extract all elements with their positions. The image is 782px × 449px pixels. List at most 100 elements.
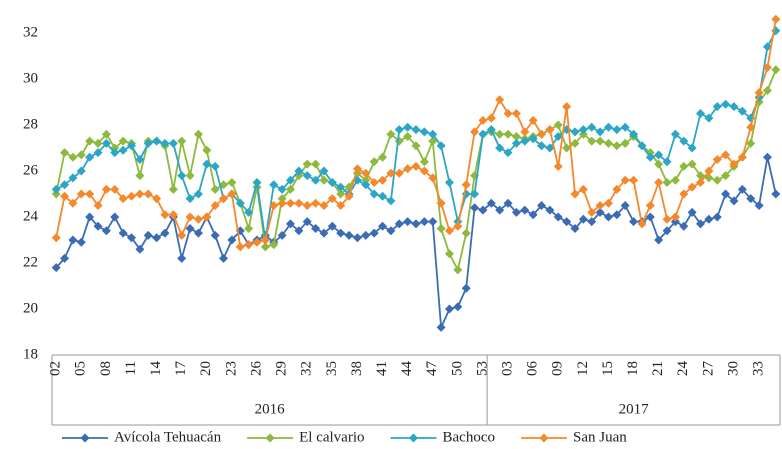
data-point bbox=[143, 230, 153, 240]
legend-label: Bachoco bbox=[443, 429, 495, 445]
legend-label: El calvario bbox=[299, 429, 364, 445]
data-point bbox=[193, 189, 203, 199]
data-point bbox=[285, 219, 295, 229]
data-point bbox=[679, 189, 689, 199]
data-point bbox=[319, 175, 329, 185]
data-point bbox=[101, 129, 111, 139]
data-point bbox=[177, 136, 187, 146]
data-point bbox=[244, 224, 254, 233]
data-point bbox=[603, 122, 613, 132]
legend-label: San Juan bbox=[573, 429, 627, 445]
data-point bbox=[470, 203, 480, 213]
data-point bbox=[336, 228, 346, 238]
data-point bbox=[101, 138, 111, 148]
x-tick-label: 30 bbox=[725, 361, 741, 376]
data-point bbox=[319, 201, 329, 210]
data-point bbox=[68, 152, 78, 162]
data-point bbox=[143, 189, 153, 199]
data-point bbox=[227, 235, 237, 245]
data-point bbox=[152, 233, 162, 243]
data-point bbox=[403, 122, 413, 132]
data-point bbox=[193, 228, 203, 238]
data-point bbox=[545, 205, 555, 215]
data-point bbox=[470, 189, 480, 199]
data-point bbox=[428, 129, 438, 139]
data-point bbox=[68, 235, 78, 245]
x-tick-label: 23 bbox=[223, 361, 239, 376]
data-point bbox=[696, 109, 706, 118]
data-point bbox=[670, 217, 680, 227]
data-point bbox=[93, 201, 103, 210]
data-point bbox=[587, 122, 597, 132]
x-tick-label: 03 bbox=[499, 361, 515, 376]
data-point bbox=[352, 233, 362, 243]
data-point bbox=[126, 233, 136, 243]
data-point bbox=[60, 180, 70, 190]
data-point bbox=[746, 122, 756, 132]
data-point bbox=[453, 221, 463, 231]
x-tick-label: 12 bbox=[575, 361, 591, 376]
data-point bbox=[126, 191, 136, 201]
data-point bbox=[654, 178, 664, 187]
data-point bbox=[729, 196, 739, 206]
data-point bbox=[712, 155, 722, 164]
data-point bbox=[436, 224, 446, 233]
x-tick-label: 02 bbox=[48, 361, 64, 376]
data-point bbox=[453, 265, 463, 275]
data-point bbox=[93, 221, 103, 231]
data-point bbox=[444, 178, 454, 187]
data-point bbox=[85, 152, 95, 162]
data-point bbox=[486, 125, 496, 135]
data-point bbox=[235, 198, 245, 208]
data-point bbox=[587, 207, 597, 217]
data-point bbox=[461, 228, 471, 238]
data-point bbox=[662, 157, 672, 167]
data-point bbox=[528, 210, 538, 220]
data-point bbox=[302, 217, 312, 227]
data-point bbox=[687, 143, 697, 153]
data-point bbox=[520, 127, 530, 137]
data-point bbox=[612, 184, 622, 194]
data-point bbox=[762, 152, 772, 162]
data-point bbox=[645, 201, 655, 210]
data-point bbox=[210, 230, 220, 240]
data-point bbox=[210, 184, 220, 194]
data-point bbox=[361, 168, 371, 178]
data-point bbox=[595, 201, 605, 210]
data-point bbox=[210, 161, 220, 171]
data-point bbox=[344, 230, 354, 240]
data-point bbox=[721, 189, 731, 199]
data-point bbox=[419, 157, 429, 167]
data-point bbox=[386, 196, 396, 206]
data-point bbox=[202, 159, 212, 169]
data-point bbox=[269, 180, 279, 190]
data-point bbox=[118, 136, 128, 146]
data-point bbox=[110, 184, 120, 194]
data-point bbox=[511, 207, 521, 217]
data-point bbox=[428, 173, 438, 183]
x-tick-label: 06 bbox=[525, 361, 541, 377]
data-point bbox=[704, 173, 714, 183]
data-point bbox=[679, 221, 689, 231]
data-point bbox=[746, 194, 756, 204]
data-point bbox=[737, 106, 747, 116]
x-tick-label: 35 bbox=[324, 361, 340, 376]
data-point bbox=[411, 161, 421, 171]
data-point bbox=[737, 184, 747, 194]
legend-marker bbox=[409, 433, 418, 443]
data-point bbox=[294, 198, 304, 208]
data-point bbox=[110, 148, 120, 158]
data-point bbox=[277, 184, 287, 194]
data-point bbox=[160, 210, 170, 220]
data-point bbox=[495, 205, 505, 215]
data-point bbox=[135, 189, 145, 199]
data-point bbox=[721, 99, 731, 109]
data-point bbox=[486, 198, 496, 208]
data-point bbox=[311, 159, 321, 169]
data-point bbox=[269, 240, 279, 250]
x-tick-label: 41 bbox=[374, 361, 390, 376]
data-point bbox=[595, 136, 605, 146]
x-tick-label: 50 bbox=[449, 361, 465, 376]
y-tick-label: 20 bbox=[23, 300, 38, 316]
data-point bbox=[76, 166, 86, 176]
